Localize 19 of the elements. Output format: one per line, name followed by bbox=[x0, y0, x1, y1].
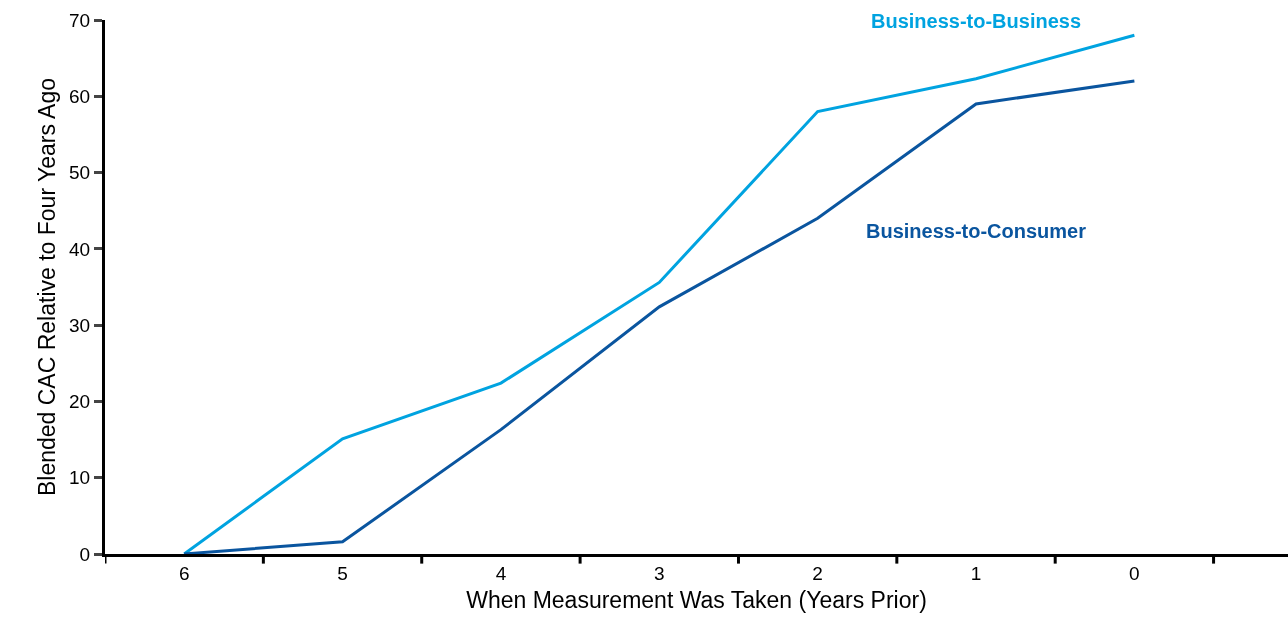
y-tick-label: 30 bbox=[69, 314, 91, 336]
x-tick-label: 4 bbox=[495, 562, 507, 584]
x-tick-label: 5 bbox=[337, 562, 348, 584]
y-tick-label: 60 bbox=[69, 85, 91, 107]
series-label: Business-to-Business bbox=[871, 10, 1082, 32]
y-tick-label: 20 bbox=[69, 391, 91, 413]
y-axis-title: Blended CAC Relative to Four Years Ago bbox=[33, 77, 60, 497]
x-tick-label: 1 bbox=[970, 562, 982, 584]
y-tick-label: 50 bbox=[69, 162, 91, 184]
x-tick-label: 2 bbox=[812, 562, 823, 584]
y-tick-label: 40 bbox=[69, 238, 91, 260]
y-tick-label: 10 bbox=[69, 467, 91, 489]
x-tick-label: 3 bbox=[653, 562, 665, 584]
x-tick-label: 6 bbox=[178, 562, 190, 584]
x-axis-title: When Measurement Was Taken (Years Prior) bbox=[466, 587, 927, 614]
series-label: Business-to-Consumer bbox=[866, 220, 1087, 242]
y-tick-label: 70 bbox=[69, 9, 91, 31]
x-tick-label: 0 bbox=[1129, 562, 1140, 584]
y-tick-label: 0 bbox=[79, 543, 91, 565]
